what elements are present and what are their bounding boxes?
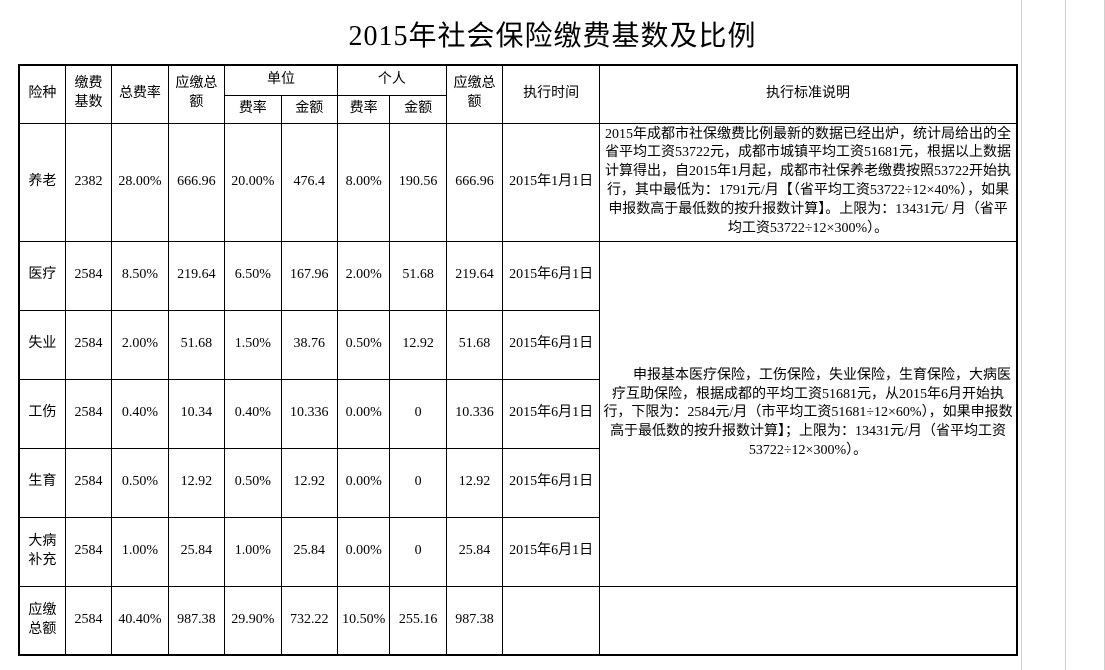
cell-prate: 8.00% (337, 123, 389, 241)
table-body: 养老 2382 28.00% 666.96 20.00% 476.4 8.00%… (19, 123, 1017, 655)
cell-prate: 0.00% (337, 517, 389, 586)
cell-urate: 0.40% (225, 379, 281, 448)
cell-tamt: 25.84 (168, 517, 224, 586)
cell-time: 2015年6月1日 (503, 379, 600, 448)
grid-line (1021, 0, 1022, 670)
cell-urate: 20.00% (225, 123, 281, 241)
cell-base: 2584 (65, 379, 111, 448)
cell-time: 2015年1月1日 (503, 123, 600, 241)
cell-time: 2015年6月1日 (503, 517, 600, 586)
table-row: 养老 2382 28.00% 666.96 20.00% 476.4 8.00%… (19, 123, 1017, 241)
col-unit-amount: 金额 (281, 95, 337, 123)
cell-uamt: 476.4 (281, 123, 337, 241)
cell-pamt: 255.16 (390, 586, 446, 655)
col-base: 缴费基数 (65, 65, 111, 123)
cell-pamt: 12.92 (390, 310, 446, 379)
cell-pay: 10.336 (446, 379, 502, 448)
cell-trate: 8.50% (112, 241, 168, 310)
cell-base: 2584 (65, 586, 111, 655)
cell-pamt: 51.68 (390, 241, 446, 310)
cell-trate: 28.00% (112, 123, 168, 241)
cell-prate: 0.00% (337, 448, 389, 517)
spreadsheet-page: 2015年社会保险缴费基数及比例 险种 缴费基数 总费率 应缴总额 单位 个人 … (0, 0, 1105, 670)
cell-prate: 0.50% (337, 310, 389, 379)
cell-pay: 666.96 (446, 123, 502, 241)
col-pay: 应缴总额 (446, 65, 502, 123)
cell-trate: 1.00% (112, 517, 168, 586)
page-title: 2015年社会保险缴费基数及比例 (18, 0, 1087, 64)
cell-trate: 0.40% (112, 379, 168, 448)
cell-pay: 51.68 (446, 310, 502, 379)
cell-pay: 987.38 (446, 586, 502, 655)
cell-time: 2015年6月1日 (503, 310, 600, 379)
cell-type: 医疗 (19, 241, 65, 310)
col-person-amount: 金额 (390, 95, 446, 123)
cell-time: 2015年6月1日 (503, 241, 600, 310)
cell-pamt: 0 (390, 517, 446, 586)
cell-tamt: 666.96 (168, 123, 224, 241)
cell-pay: 219.64 (446, 241, 502, 310)
col-person-rate: 费率 (337, 95, 389, 123)
cell-type: 生育 (19, 448, 65, 517)
cell-type: 失业 (19, 310, 65, 379)
cell-tamt: 987.38 (168, 586, 224, 655)
cell-tamt: 10.34 (168, 379, 224, 448)
cell-desc-empty (600, 586, 1017, 655)
cell-uamt: 25.84 (281, 517, 337, 586)
table-row-total: 应缴总额 2584 40.40% 987.38 29.90% 732.22 10… (19, 586, 1017, 655)
cell-tamt: 51.68 (168, 310, 224, 379)
cell-base: 2584 (65, 310, 111, 379)
col-unit-rate: 费率 (225, 95, 281, 123)
cell-base: 2584 (65, 517, 111, 586)
cell-time: 2015年6月1日 (503, 448, 600, 517)
cell-urate: 29.90% (225, 586, 281, 655)
cell-prate: 0.00% (337, 379, 389, 448)
cell-type: 工伤 (19, 379, 65, 448)
cell-base: 2584 (65, 448, 111, 517)
cell-urate: 1.50% (225, 310, 281, 379)
col-time: 执行时间 (503, 65, 600, 123)
cell-trate: 0.50% (112, 448, 168, 517)
cell-type: 应缴总额 (19, 586, 65, 655)
cell-trate: 2.00% (112, 310, 168, 379)
cell-trate: 40.40% (112, 586, 168, 655)
cell-urate: 1.00% (225, 517, 281, 586)
col-trate: 总费率 (112, 65, 168, 123)
grid-line (1065, 0, 1066, 670)
col-person: 个人 (337, 65, 446, 95)
cell-pamt: 0 (390, 379, 446, 448)
table-row: 医疗 2584 8.50% 219.64 6.50% 167.96 2.00% … (19, 241, 1017, 310)
cell-uamt: 167.96 (281, 241, 337, 310)
cell-uamt: 12.92 (281, 448, 337, 517)
cell-uamt: 38.76 (281, 310, 337, 379)
cell-prate: 2.00% (337, 241, 389, 310)
cell-urate: 0.50% (225, 448, 281, 517)
cell-tamt: 12.92 (168, 448, 224, 517)
cell-desc-merged: 申报基本医疗保险，工伤保险，失业保险，生育保险，大病医疗互助保险，根据成都的平均… (600, 241, 1017, 586)
cell-desc-0: 2015年成都市社保缴费比例最新的数据已经出炉，统计局给出的全省平均工资5372… (600, 123, 1017, 241)
cell-prate: 10.50% (337, 586, 389, 655)
cell-base: 2584 (65, 241, 111, 310)
col-unit: 单位 (225, 65, 338, 95)
cell-pamt: 190.56 (390, 123, 446, 241)
cell-pay: 12.92 (446, 448, 502, 517)
col-desc: 执行标准说明 (600, 65, 1017, 123)
col-type: 险种 (19, 65, 65, 123)
cell-urate: 6.50% (225, 241, 281, 310)
cell-pay: 25.84 (446, 517, 502, 586)
cell-base: 2382 (65, 123, 111, 241)
cell-uamt: 10.336 (281, 379, 337, 448)
cell-pamt: 0 (390, 448, 446, 517)
cell-type: 养老 (19, 123, 65, 241)
cell-type: 大病补充 (19, 517, 65, 586)
cell-uamt: 732.22 (281, 586, 337, 655)
insurance-table: 险种 缴费基数 总费率 应缴总额 单位 个人 应缴总额 执行时间 执行标准说明 … (18, 64, 1018, 656)
col-tamt: 应缴总额 (168, 65, 224, 123)
cell-time (503, 586, 600, 655)
table-header: 险种 缴费基数 总费率 应缴总额 单位 个人 应缴总额 执行时间 执行标准说明 … (19, 65, 1017, 123)
cell-tamt: 219.64 (168, 241, 224, 310)
